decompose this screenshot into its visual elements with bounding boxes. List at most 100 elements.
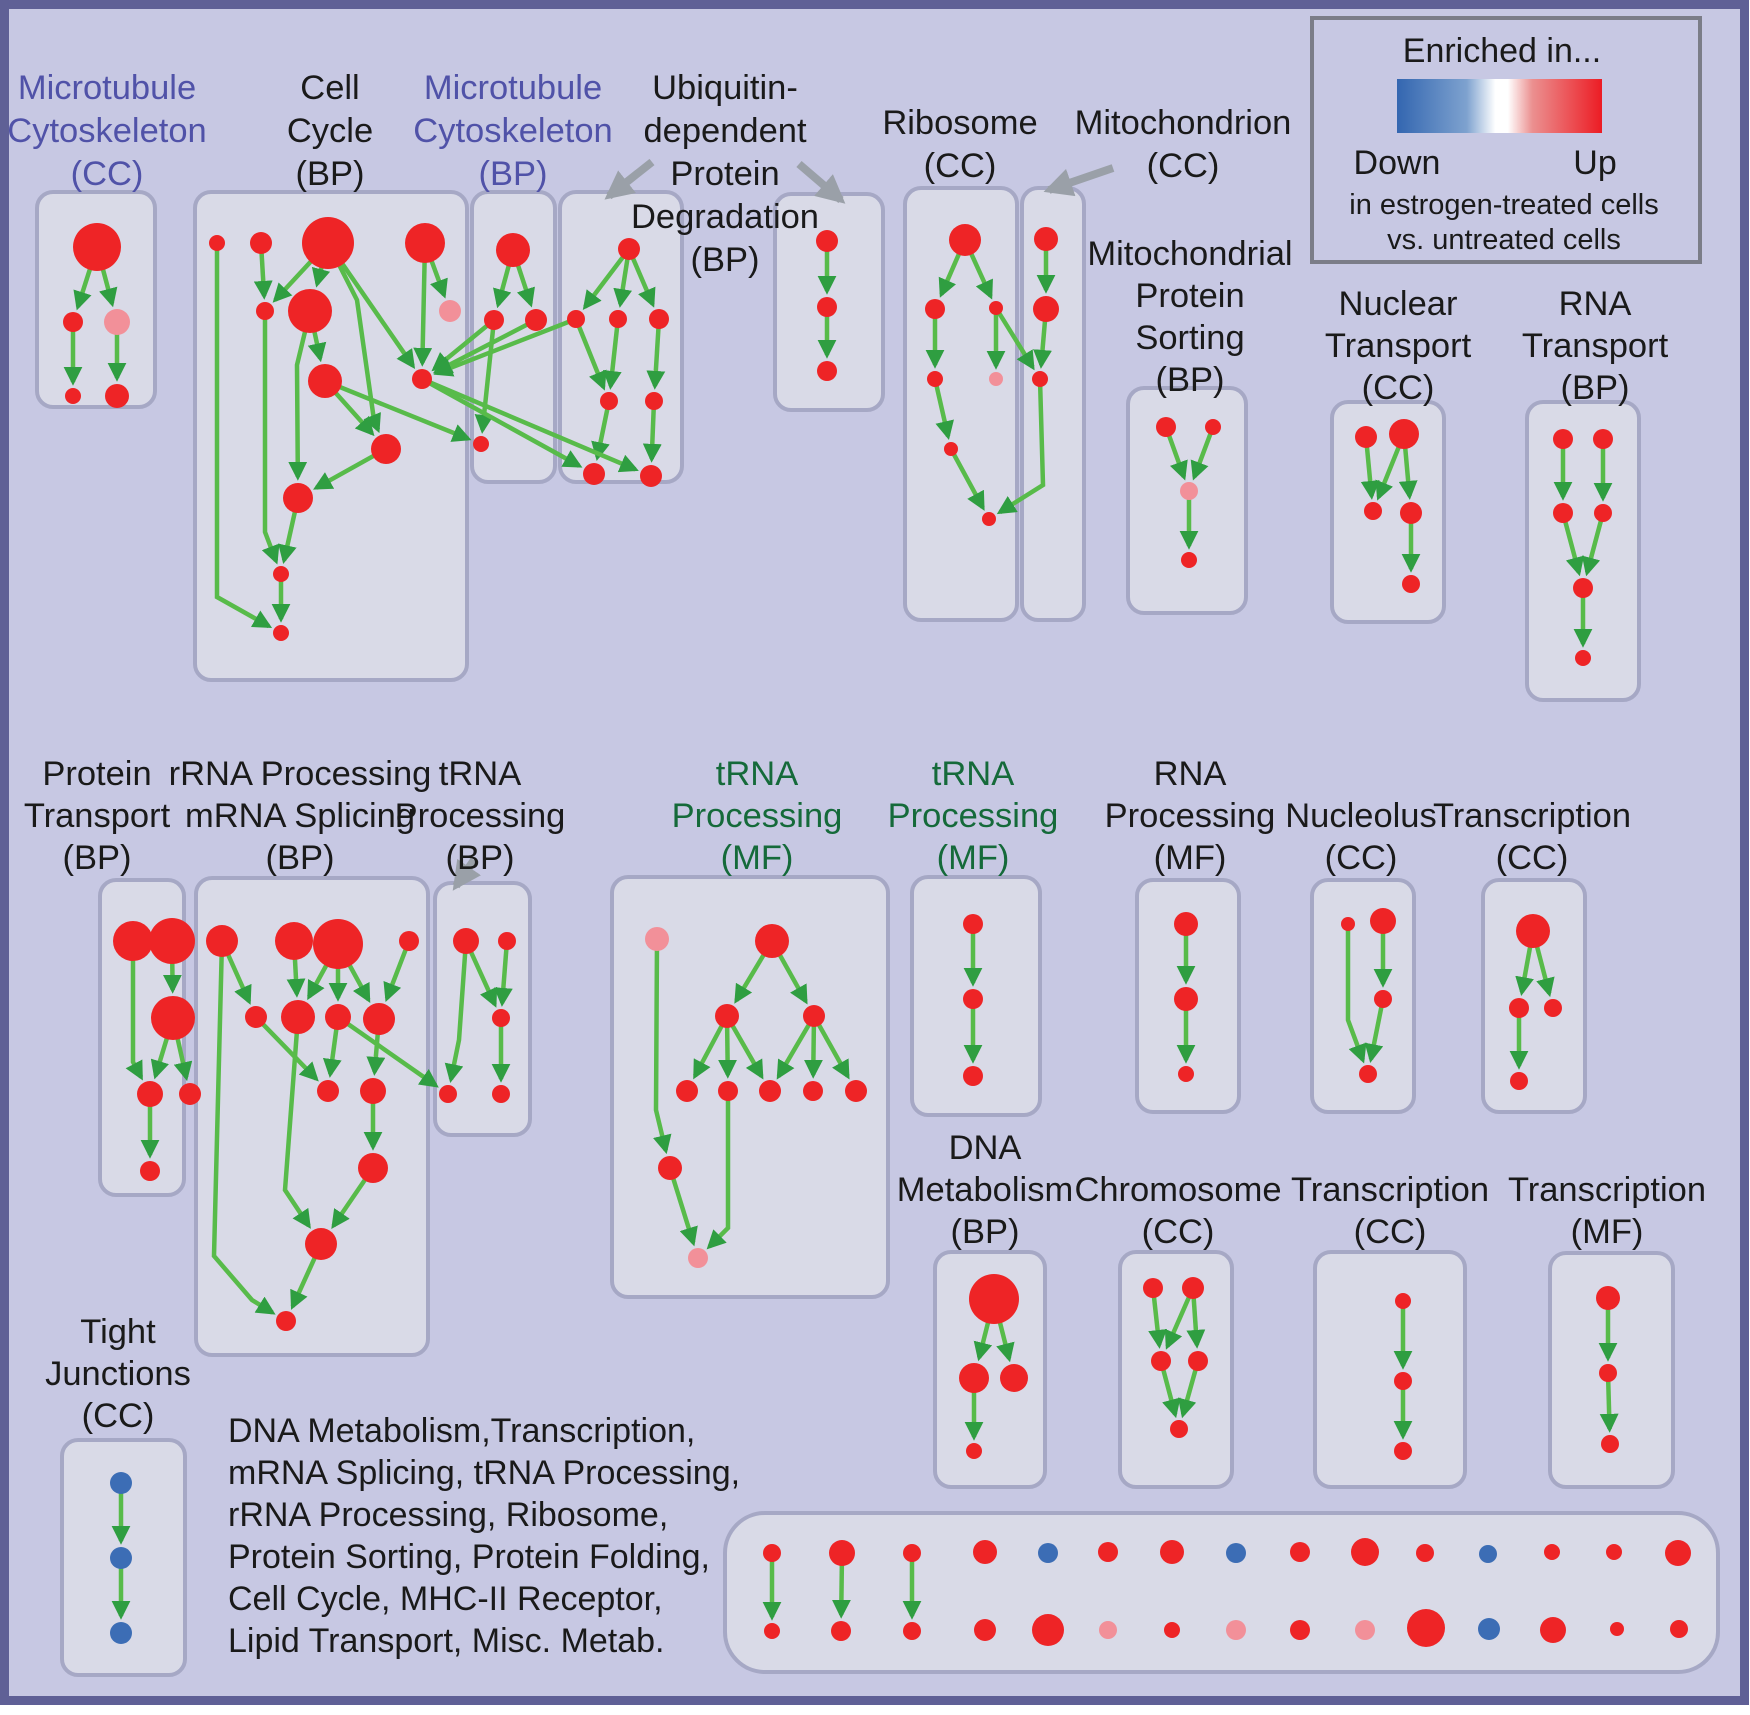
cluster-label-protein-transport-bp: Protein: [42, 755, 151, 793]
go-term-node-red: [817, 297, 837, 317]
label-pointer-arrow: [1043, 164, 1115, 197]
go-term-node-pink: [104, 309, 130, 335]
edge-arrow: [994, 306, 1035, 371]
go-term-node-pink: [439, 300, 461, 322]
go-term-node-red: [715, 1004, 739, 1028]
edge-arrow: [1599, 1372, 1619, 1433]
edge-arrow: [1190, 426, 1216, 481]
cluster-label-trna-processing-mf-small: tRNA: [932, 755, 1014, 793]
go-term-node-red: [250, 232, 272, 254]
cluster-label-nuclear-transport-cc: Nuclear: [1339, 285, 1458, 323]
go-term-node-red: [1151, 1351, 1171, 1371]
cluster-label-nuclear-transport-cc: (CC): [1362, 369, 1435, 407]
go-term-node-red: [1000, 1364, 1028, 1392]
legend-title: Enriched in...: [1403, 32, 1601, 70]
go-term-node-red: [1205, 419, 1221, 435]
go-term-node-red: [1164, 1622, 1180, 1638]
cluster-label-tight-junctions-cc: (CC): [82, 1397, 155, 1435]
go-term-node-red: [1395, 1293, 1411, 1309]
go-term-node-red: [1156, 417, 1176, 437]
go-term-node-red: [1174, 912, 1198, 936]
cluster-label-dna-metabolism-bp: Metabolism: [897, 1171, 1073, 1209]
go-term-node-red: [498, 932, 516, 950]
go-term-node-red: [473, 436, 489, 452]
cluster-label-transcription-cc-1: Transcription: [1433, 797, 1631, 835]
cluster-label-ubiquitin-degradation-bp: Protein: [670, 155, 779, 193]
edge-arrow: [706, 1091, 731, 1250]
go-term-node-red: [1341, 917, 1355, 931]
go-term-node-red: [959, 1363, 989, 1393]
go-term-node-red: [989, 301, 1003, 315]
go-term-node-red: [817, 361, 837, 381]
go-term-node-blue: [1479, 1545, 1497, 1563]
go-term-node-red: [105, 384, 129, 408]
cluster-label-tight-junctions-cc: Junctions: [45, 1355, 191, 1393]
cluster-label-mt-cytoskeleton-bp: Cytoskeleton: [413, 112, 612, 150]
go-term-node-red: [73, 223, 121, 271]
cluster-label-rna-processing-mf: RNA: [1154, 755, 1227, 793]
go-term-node-blue: [110, 1622, 132, 1644]
cluster-label-cell-cycle-bp: Cycle: [287, 112, 373, 150]
cluster-label-trna-processing-bp: (BP): [446, 839, 515, 877]
go-term-node-red: [803, 1005, 825, 1027]
label-pointer-arrow: [796, 160, 846, 204]
go-term-node-red: [273, 566, 289, 582]
mixed-terms-text: mRNA Splicing, tRNA Processing,: [228, 1454, 740, 1492]
go-term-node-red: [1553, 503, 1573, 523]
go-term-node-pink: [989, 372, 1003, 386]
go-term-node-red: [496, 233, 530, 267]
go-term-node-red: [439, 1085, 457, 1103]
cluster-label-rna-processing-mf: (MF): [1154, 839, 1227, 877]
edge-arrow: [493, 940, 513, 1007]
go-term-node-red: [1670, 1620, 1688, 1638]
go-term-node-red: [1034, 227, 1058, 251]
go-term-node-red: [371, 434, 401, 464]
go-term-node-red: [803, 1081, 823, 1101]
cluster-box-transcription-cc-2: [1313, 1250, 1467, 1489]
go-term-node-red: [1351, 1538, 1379, 1566]
cluster-label-mitochondrion-cc: (CC): [1147, 147, 1220, 185]
cluster-label-nuclear-transport-cc: Transport: [1325, 327, 1472, 365]
go-term-node-red: [1182, 1277, 1204, 1299]
go-term-node-red: [1400, 502, 1422, 524]
cluster-box-transcription-cc-1: [1481, 878, 1587, 1114]
go-term-node-red: [1359, 1065, 1377, 1083]
go-term-node-red: [256, 302, 274, 320]
cluster-label-mt-cytoskeleton-cc: Microtubule: [18, 69, 196, 107]
go-term-node-red: [1596, 1286, 1620, 1310]
go-term-node-red: [764, 1623, 780, 1639]
go-term-node-red: [245, 1006, 267, 1028]
go-term-node-red: [1374, 990, 1392, 1008]
go-term-node-red: [525, 309, 547, 331]
go-term-node-red: [1575, 650, 1591, 666]
go-term-node-red: [1290, 1542, 1310, 1562]
cluster-label-nucleolus-cc: (CC): [1325, 839, 1398, 877]
go-term-node-pink: [1355, 1620, 1375, 1640]
go-term-node-red: [1606, 1544, 1622, 1560]
cluster-label-mito-protein-sorting-bp: Mitochondrial: [1087, 235, 1292, 273]
cluster-label-trna-processing-mf-large: Processing: [672, 797, 843, 835]
go-term-node-pink: [688, 1248, 708, 1268]
legend-subtitle-line1: in estrogen-treated cells: [1349, 189, 1659, 221]
go-term-node-red: [676, 1080, 698, 1102]
cluster-label-rrna-processing-mrna-splicing-bp: (BP): [266, 839, 335, 877]
go-term-node-red: [1416, 1544, 1434, 1562]
go-term-node-pink: [1099, 1621, 1117, 1639]
go-term-node-red: [283, 483, 313, 513]
go-term-node-red: [412, 369, 432, 389]
mixed-terms-text: Protein Sorting, Protein Folding,: [228, 1538, 710, 1576]
edge-arrow: [125, 941, 144, 1081]
edge-arrow: [573, 318, 607, 391]
go-term-node-red: [63, 312, 83, 332]
legend-gradient-bar: [1397, 79, 1602, 133]
go-term-node-red: [618, 238, 640, 260]
cluster-label-ubiquitin-degradation-bp: (BP): [691, 241, 760, 279]
go-term-node-red: [1355, 426, 1377, 448]
cluster-label-cell-cycle-bp: (BP): [296, 155, 365, 193]
cluster-label-transcription-cc-1: (CC): [1496, 839, 1569, 877]
cluster-label-ribosome-cc: (CC): [924, 147, 997, 185]
edge-arrow: [254, 1015, 319, 1082]
go-term-node-red: [65, 388, 81, 404]
go-term-node-red: [405, 223, 445, 263]
